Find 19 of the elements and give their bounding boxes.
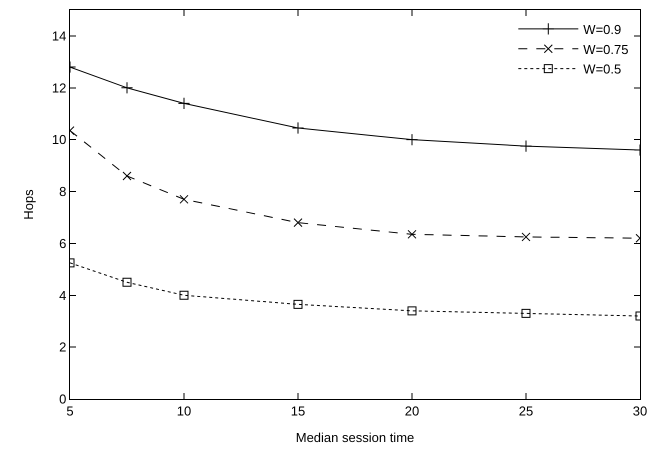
x-tick-label: 20 [404, 404, 420, 419]
x-tick-label: 10 [176, 404, 192, 419]
y-axis-title: Hops [20, 188, 36, 220]
x-tick-label: 15 [290, 404, 306, 419]
y-tick-label: 4 [59, 288, 66, 303]
y-tick-label: 12 [52, 80, 66, 96]
y-tick-label: 14 [52, 28, 66, 44]
x-axis-title: Median session time [296, 430, 414, 446]
y-tick-label: 8 [59, 184, 66, 200]
legend-label: W=0.5 [583, 62, 622, 77]
y-tick-label: 0 [59, 392, 66, 407]
legend-label: W=0.9 [583, 22, 622, 37]
x-tick-label: 30 [632, 404, 648, 419]
y-tick-label: 6 [59, 236, 66, 251]
y-tick-label: 10 [52, 132, 66, 148]
legend-label: W=0.75 [583, 42, 628, 57]
x-tick-label: 5 [66, 404, 74, 419]
x-tick-label: 25 [518, 404, 534, 419]
y-tick-label: 2 [59, 340, 66, 355]
